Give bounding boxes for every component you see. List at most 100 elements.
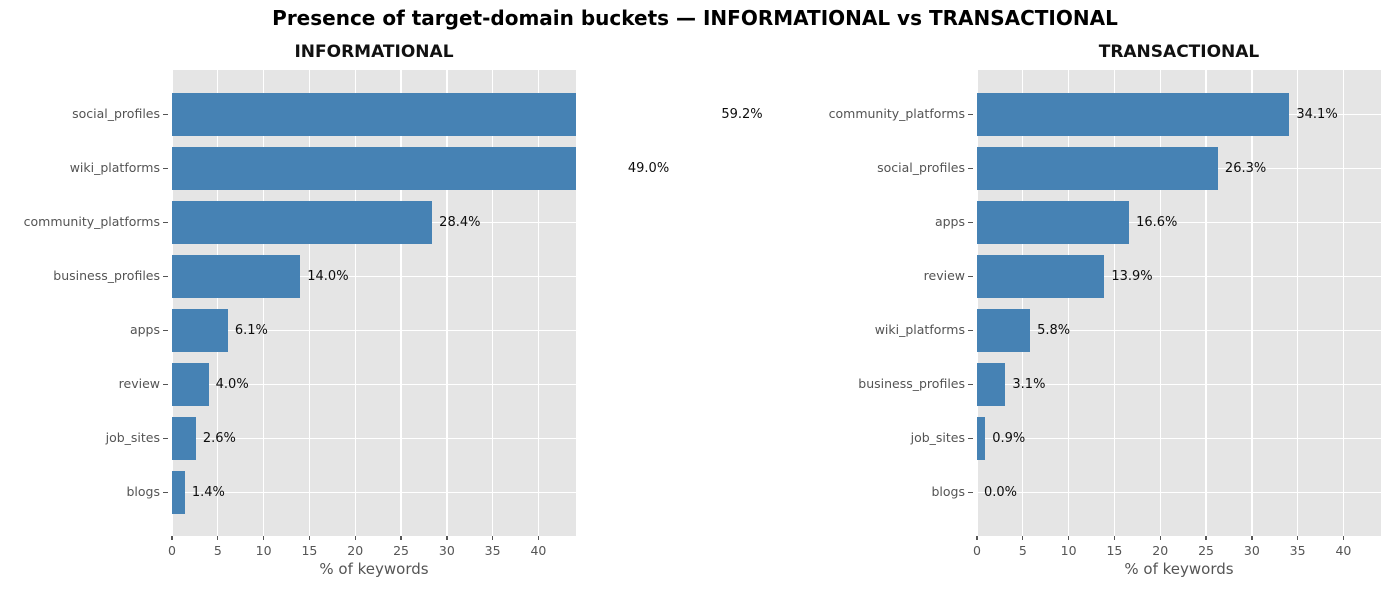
category-label: business_profiles — [858, 376, 965, 391]
value-label: 16.6% — [1136, 215, 1178, 230]
x-tick — [1251, 536, 1253, 540]
value-label: 3.1% — [1012, 377, 1046, 392]
value-label: 34.1% — [1296, 107, 1338, 122]
x-tick — [217, 536, 219, 540]
gridline-vertical — [400, 70, 402, 536]
gridline-vertical — [1159, 70, 1161, 536]
x-tick-label: 25 — [1198, 543, 1214, 558]
category-label: community_platforms — [828, 106, 965, 121]
y-tick — [968, 275, 973, 278]
gridline-vertical — [354, 70, 356, 536]
x-tick — [1113, 536, 1116, 540]
value-label: 49.0% — [627, 161, 670, 176]
category-label: social_profiles — [877, 160, 965, 175]
value-label: 0.0% — [984, 485, 1018, 500]
x-tick — [262, 536, 265, 540]
gridline-vertical — [1205, 70, 1207, 536]
value-label: 26.3% — [1224, 161, 1267, 176]
x-tick — [491, 536, 494, 540]
x-tick — [1342, 536, 1345, 540]
y-tick — [968, 329, 973, 332]
y-tick — [163, 437, 168, 440]
x-tick — [1205, 536, 1207, 540]
gridline-vertical — [537, 70, 540, 536]
category-label: blogs — [126, 484, 160, 499]
bar — [172, 255, 301, 298]
y-tick — [968, 437, 973, 440]
category-label: blogs — [931, 484, 965, 499]
gridline-horizontal — [977, 383, 1381, 386]
panel-title: TRANSACTIONAL — [1098, 42, 1260, 62]
x-tick-label: 15 — [301, 543, 318, 558]
x-axis-label: % of keywords — [1124, 560, 1234, 578]
x-tick — [171, 536, 173, 540]
x-tick-label: 0 — [168, 543, 176, 558]
gridline-horizontal — [172, 383, 576, 386]
gridline-horizontal — [977, 437, 1381, 440]
gridline-vertical — [491, 70, 494, 536]
category-label: apps — [129, 322, 160, 337]
y-tick — [163, 491, 168, 494]
gridline-horizontal — [172, 275, 576, 278]
y-tick — [968, 113, 973, 116]
x-tick-label: 30 — [1243, 543, 1260, 558]
x-tick-label: 10 — [255, 543, 272, 558]
y-tick — [163, 275, 168, 278]
category-label: job_sites — [105, 430, 160, 445]
y-tick — [968, 491, 973, 494]
x-tick-label: 5 — [213, 543, 222, 558]
gridline-vertical — [1251, 70, 1253, 536]
bar — [172, 147, 576, 190]
plot-area — [977, 70, 1381, 536]
bar — [172, 363, 209, 406]
x-tick — [400, 536, 402, 540]
category-label: review — [923, 268, 965, 283]
y-tick — [163, 113, 168, 116]
x-tick — [1159, 536, 1161, 540]
panel-title: INFORMATIONAL — [294, 42, 454, 62]
bar — [977, 93, 1290, 136]
figure-title: Presence of target-domain buckets — INFO… — [272, 6, 1118, 30]
value-label: 4.0% — [215, 377, 249, 392]
y-tick — [163, 329, 168, 332]
gridline-horizontal — [977, 491, 1381, 494]
bar — [172, 471, 185, 514]
x-tick — [976, 536, 978, 540]
category-label: community_platforms — [23, 214, 160, 229]
value-label: 6.1% — [234, 323, 268, 338]
x-tick — [1067, 536, 1070, 540]
gridline-vertical — [446, 70, 448, 536]
x-tick-label: 25 — [393, 543, 409, 558]
x-tick-label: 40 — [530, 543, 547, 558]
x-tick — [1296, 536, 1299, 540]
x-tick-label: 5 — [1018, 543, 1027, 558]
bar — [977, 201, 1130, 244]
y-tick — [163, 167, 168, 170]
category-label: review — [118, 376, 160, 391]
value-label: 28.4% — [439, 215, 481, 230]
y-tick — [968, 383, 973, 386]
y-tick — [163, 221, 168, 224]
category-label: job_sites — [910, 430, 965, 445]
category-label: social_profiles — [72, 106, 160, 121]
x-tick — [308, 536, 311, 540]
bar — [172, 417, 196, 460]
x-axis-label: % of keywords — [319, 560, 429, 578]
gridline-vertical — [217, 70, 219, 536]
gridline-vertical — [977, 70, 978, 536]
gridline-vertical — [1113, 70, 1116, 536]
y-tick — [163, 383, 168, 386]
x-tick-label: 10 — [1060, 543, 1077, 558]
x-tick-label: 20 — [347, 543, 364, 558]
gridline-vertical — [1342, 70, 1345, 536]
bar — [172, 309, 228, 352]
x-tick-label: 15 — [1106, 543, 1123, 558]
category-label: wiki_platforms — [69, 160, 160, 175]
bar — [977, 417, 986, 460]
gridline-vertical — [1296, 70, 1299, 536]
gridline-horizontal — [977, 275, 1381, 278]
gridline-horizontal — [172, 437, 576, 440]
gridline-vertical — [172, 70, 173, 536]
value-label: 0.9% — [992, 431, 1026, 446]
